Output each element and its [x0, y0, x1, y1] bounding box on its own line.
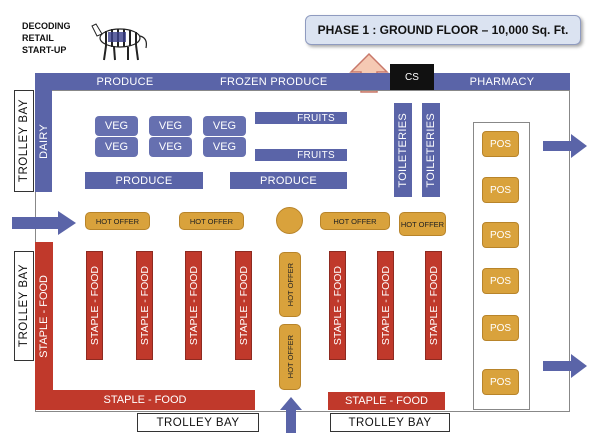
- veg-block: VEG: [149, 116, 192, 136]
- pos-counter: POS: [482, 131, 519, 157]
- brand-line-3: START-UP: [22, 45, 67, 55]
- veg-label: VEG: [158, 141, 183, 153]
- staple-food-aisle: STAPLE - FOOD: [185, 251, 202, 360]
- toiletries-label: TOILETERIES: [397, 112, 409, 188]
- pos-counter: POS: [482, 315, 519, 341]
- veg-block: VEG: [149, 137, 192, 157]
- trolley-bay-bottom-1-label: TROLLEY BAY: [156, 416, 240, 429]
- hot-offer-label: HOT OFFER: [285, 262, 295, 307]
- produce-shelf: PRODUCE: [85, 172, 203, 189]
- hot-offer-shelf: HOT OFFER: [179, 212, 244, 230]
- dairy-label: DAIRY: [37, 123, 50, 159]
- phase-title: PHASE 1 : GROUND FLOOR – 10,000 Sq. Ft.: [305, 15, 581, 45]
- staple-food-bottom-right: STAPLE - FOOD: [328, 392, 445, 410]
- hot-offer-label: HOT OFFER: [333, 216, 377, 226]
- veg-label: VEG: [104, 141, 129, 153]
- veg-label: VEG: [158, 120, 183, 132]
- staple-food-label: STAPLE - FOOD: [88, 265, 101, 346]
- brand-title: DECODING RETAIL START-UP: [22, 20, 71, 56]
- hot-offer-label: HOT OFFER: [285, 335, 295, 379]
- veg-label: VEG: [104, 120, 129, 132]
- pos-label: POS: [489, 229, 512, 241]
- pos-label: POS: [489, 322, 512, 334]
- bottom-entrance-arrow: [280, 397, 302, 433]
- veg-block: VEG: [95, 137, 138, 157]
- round-display: [276, 207, 303, 234]
- staple-food-left-wall: STAPLE - FOOD: [35, 242, 53, 390]
- zebra-logo: [91, 23, 147, 61]
- cs-label: CS: [405, 71, 419, 83]
- pos-counter: POS: [482, 177, 519, 203]
- staple-food-label: STAPLE - FOOD: [237, 265, 250, 346]
- hot-offer-label: HOT OFFER: [400, 219, 445, 229]
- entrance-arrow-right: [12, 211, 76, 235]
- frozen-produce-label: FROZEN PRODUCE: [220, 75, 328, 88]
- pos-label: POS: [489, 184, 512, 196]
- trolley-bay-bottom-1: TROLLEY BAY: [137, 413, 259, 432]
- fruits-shelf: FRUITS: [255, 149, 347, 161]
- staple-food-bottom-right-label: STAPLE - FOOD: [345, 395, 428, 407]
- brand-line-1: DECODING: [22, 21, 71, 31]
- staple-food-aisle: STAPLE - FOOD: [329, 251, 346, 360]
- hot-offer-shelf: HOT OFFER: [320, 212, 390, 230]
- top-produce-shelf: PRODUCE: [35, 73, 215, 90]
- staple-food-aisle: STAPLE - FOOD: [377, 251, 394, 360]
- hot-offer-vertical: HOT OFFER: [279, 324, 301, 390]
- toiletries-shelf: TOILETERIES: [394, 103, 412, 197]
- fruits-label: FRUITS: [297, 149, 335, 161]
- pharmacy-label: PHARMACY: [469, 75, 535, 88]
- staple-food-aisle: STAPLE - FOOD: [136, 251, 153, 360]
- trolley-bay-left-label: TROLLEY BAY: [18, 264, 30, 348]
- toiletries-shelf: TOILETERIES: [422, 103, 440, 197]
- fruits-shelf: FRUITS: [255, 112, 347, 124]
- staple-food-aisle: STAPLE - FOOD: [425, 251, 442, 360]
- checkout-area: [473, 122, 530, 410]
- staple-food-label: STAPLE - FOOD: [379, 265, 392, 346]
- pos-label: POS: [489, 138, 512, 150]
- pharmacy-shelf: PHARMACY: [434, 73, 570, 90]
- exit-arrow-right: [543, 354, 587, 378]
- dairy-shelf: DAIRY: [35, 90, 52, 192]
- veg-block: VEG: [203, 137, 246, 157]
- staple-food-label: STAPLE - FOOD: [427, 265, 440, 346]
- staple-food-left-label: STAPLE - FOOD: [38, 274, 50, 358]
- staple-food-label: STAPLE - FOOD: [138, 265, 151, 346]
- trolley-bay-left: TROLLEY BAY: [14, 251, 34, 361]
- hot-offer-vertical: HOT OFFER: [279, 252, 301, 317]
- brand-line-2: RETAIL: [22, 33, 54, 43]
- veg-block: VEG: [203, 116, 246, 136]
- produce-shelf-label: PRODUCE: [115, 174, 173, 187]
- veg-block: VEG: [95, 116, 138, 136]
- staple-food-aisle: STAPLE - FOOD: [86, 251, 103, 360]
- produce-shelf: PRODUCE: [230, 172, 347, 189]
- pos-counter: POS: [482, 268, 519, 294]
- trolley-bay-bottom-2-label: TROLLEY BAY: [348, 416, 432, 429]
- fruits-label: FRUITS: [297, 112, 335, 124]
- staple-food-bottom-left: STAPLE - FOOD: [35, 390, 255, 410]
- veg-label: VEG: [212, 141, 237, 153]
- veg-label: VEG: [212, 120, 237, 132]
- staple-food-bottom-left-label: STAPLE - FOOD: [103, 394, 187, 406]
- staple-food-aisle: STAPLE - FOOD: [235, 251, 252, 360]
- trolley-bay-bottom-2: TROLLEY BAY: [330, 413, 450, 432]
- pos-label: POS: [489, 376, 512, 388]
- exit-arrow-right: [543, 134, 587, 158]
- hot-offer-label: HOT OFFER: [95, 216, 140, 226]
- pos-counter: POS: [482, 369, 519, 395]
- pos-label: POS: [489, 275, 512, 287]
- trolley-bay-top-left: TROLLEY BAY: [14, 90, 34, 192]
- pos-counter: POS: [482, 222, 519, 248]
- hot-offer-shelf: HOT OFFER: [399, 212, 446, 236]
- cs-counter: CS: [390, 64, 434, 90]
- toiletries-label: TOILETERIES: [425, 112, 437, 188]
- hot-offer-label: HOT OFFER: [189, 216, 234, 226]
- staple-food-label: STAPLE - FOOD: [187, 265, 200, 346]
- produce-shelf-label: PRODUCE: [259, 174, 318, 187]
- staple-food-label: STAPLE - FOOD: [331, 265, 344, 346]
- trolley-bay-top-left-label: TROLLEY BAY: [18, 99, 30, 183]
- frozen-produce-shelf: FROZEN PRODUCE: [215, 73, 390, 90]
- phase-title-text: PHASE 1 : GROUND FLOOR – 10,000 Sq. Ft.: [317, 23, 569, 37]
- top-produce-label: PRODUCE: [96, 75, 154, 88]
- hot-offer-shelf: HOT OFFER: [85, 212, 150, 230]
